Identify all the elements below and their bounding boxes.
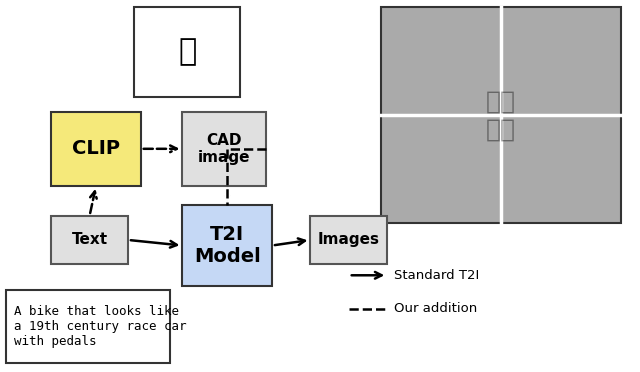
Text: 🚲🚲
🚲🚲: 🚲🚲 🚲🚲 bbox=[486, 89, 516, 141]
FancyBboxPatch shape bbox=[381, 7, 621, 223]
FancyBboxPatch shape bbox=[134, 7, 240, 97]
Text: T2I
Model: T2I Model bbox=[194, 225, 260, 266]
FancyBboxPatch shape bbox=[6, 290, 170, 363]
Text: Our addition: Our addition bbox=[394, 302, 477, 315]
FancyBboxPatch shape bbox=[310, 216, 387, 264]
FancyBboxPatch shape bbox=[51, 216, 128, 264]
FancyBboxPatch shape bbox=[182, 112, 266, 186]
Text: CAD
image: CAD image bbox=[198, 132, 250, 165]
Text: Text: Text bbox=[72, 232, 108, 247]
FancyBboxPatch shape bbox=[51, 112, 141, 186]
Text: Standard T2I: Standard T2I bbox=[394, 269, 479, 282]
Text: A bike that looks like
a 19th century race car
with pedals: A bike that looks like a 19th century ra… bbox=[14, 305, 187, 348]
Text: 🚲: 🚲 bbox=[178, 38, 196, 67]
FancyBboxPatch shape bbox=[182, 205, 272, 286]
Text: CLIP: CLIP bbox=[72, 139, 120, 158]
Text: Images: Images bbox=[318, 232, 380, 247]
